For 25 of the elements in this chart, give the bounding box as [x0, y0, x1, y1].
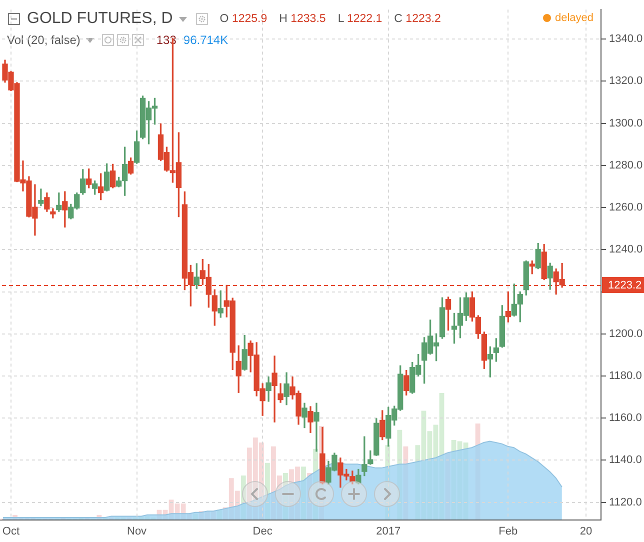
- annotation: H 1233.5: [279, 13, 326, 25]
- x-tick-label: Dec: [252, 526, 273, 538]
- chart-title: GOLD FUTURES, D: [27, 10, 173, 28]
- y-tick-label: 1180.0: [609, 370, 642, 382]
- x-tick-label: 20: [580, 526, 592, 538]
- x-tick-label: Oct: [2, 526, 20, 538]
- y-tick-label: 1320.0: [609, 75, 643, 88]
- ref-line-label: 1223.2: [608, 280, 642, 292]
- x-tick-label: Nov: [127, 526, 148, 538]
- annotation: L 1222.1: [338, 13, 382, 25]
- y-tick-label: 1160.0: [609, 412, 642, 424]
- annotation: C 1223.2: [394, 13, 441, 25]
- y-tick-label: 1240.0: [609, 244, 643, 256]
- x-tick-label: 2017: [376, 526, 401, 538]
- y-tick-label: 1260.0: [609, 202, 643, 214]
- y-tick-label: 1200.0: [609, 328, 643, 340]
- annotation: delayed: [555, 12, 594, 24]
- y-tick-label: 1280.0: [609, 159, 643, 172]
- y-tick-label: 1300.0: [609, 117, 643, 130]
- annotation: 96.714K: [183, 33, 228, 47]
- x-tick-label: Feb: [498, 526, 518, 538]
- y-tick-label: 1340.0: [609, 33, 643, 46]
- y-tick-label: 1120.0: [609, 496, 642, 508]
- annotation: O 1225.9: [220, 13, 268, 25]
- y-tick-label: 1140.0: [609, 454, 642, 466]
